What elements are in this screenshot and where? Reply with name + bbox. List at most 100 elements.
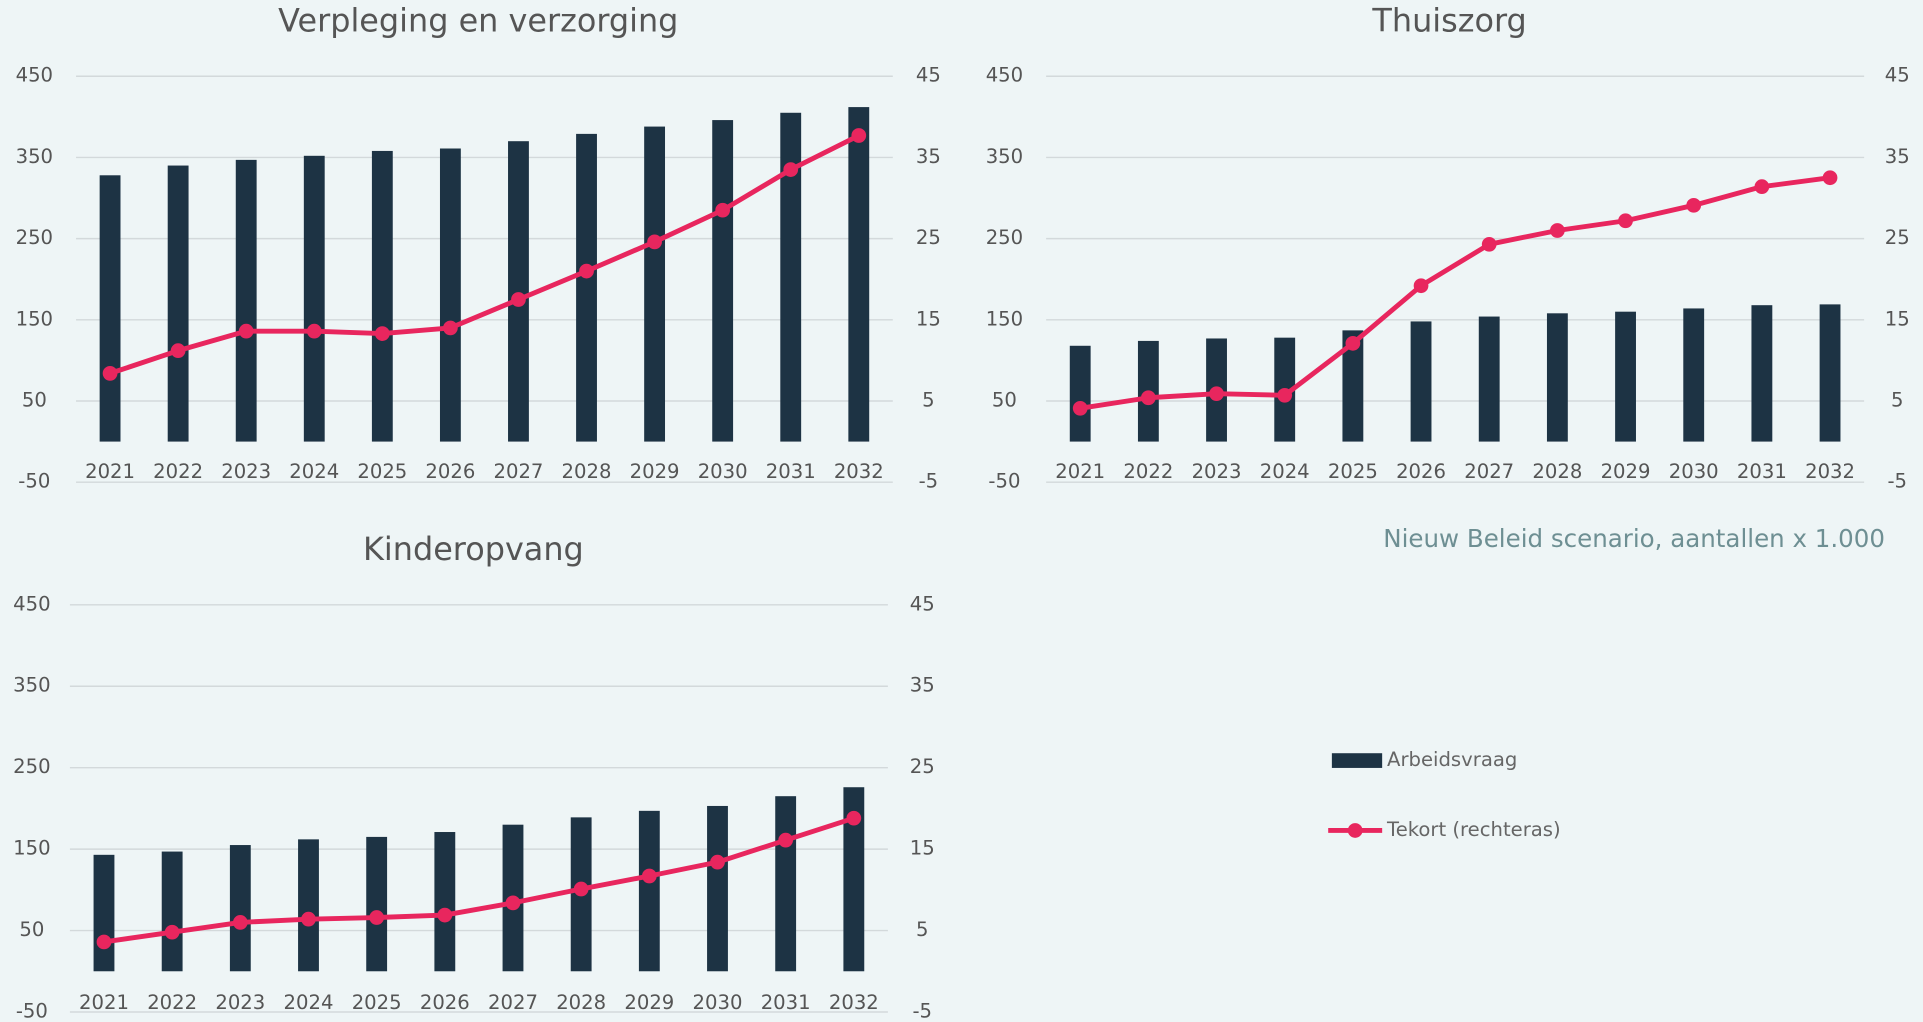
y-tick-label: 350 xyxy=(16,145,53,168)
line-point xyxy=(778,832,794,848)
line-point xyxy=(1209,386,1224,402)
line-point xyxy=(1754,179,1770,195)
x-tick-label: 2030 xyxy=(698,460,748,483)
x-tick-label: 2032 xyxy=(1805,460,1855,483)
x-tick-label: 2031 xyxy=(766,460,816,483)
bar xyxy=(434,832,456,972)
bar xyxy=(644,126,666,442)
bar xyxy=(298,839,319,972)
bar xyxy=(1342,330,1364,442)
x-tick-label: 2025 xyxy=(357,460,407,483)
y-tick-label: 50 xyxy=(992,388,1017,411)
bar xyxy=(775,796,797,972)
legend-swatch xyxy=(1347,823,1363,838)
y-tick-label: 250 xyxy=(986,226,1023,249)
x-tick-label: 2028 xyxy=(1532,460,1582,483)
x-tick-label: 2023 xyxy=(1192,460,1242,483)
x-tick-label: 2031 xyxy=(1737,460,1787,483)
line-point xyxy=(443,320,458,336)
bar xyxy=(167,165,189,442)
x-tick-label: 2025 xyxy=(1328,460,1378,483)
x-tick-label: 2029 xyxy=(1601,460,1651,483)
line-point xyxy=(232,915,248,930)
bar xyxy=(439,148,461,442)
line-point xyxy=(102,366,118,381)
x-tick-label: 2030 xyxy=(1669,460,1719,483)
y-tick-label: 450 xyxy=(16,64,53,87)
bar xyxy=(707,805,728,972)
bar xyxy=(1819,304,1841,442)
x-tick-label: 2024 xyxy=(284,991,334,1014)
line-point xyxy=(647,234,662,250)
line-point xyxy=(1822,170,1838,186)
bar xyxy=(303,155,325,442)
y-tick-label: -50 xyxy=(16,999,48,1022)
x-tick-label: 2027 xyxy=(1464,460,1514,483)
line-point xyxy=(1141,390,1156,406)
line-point xyxy=(715,202,731,218)
line-point xyxy=(238,323,254,339)
line-point xyxy=(374,326,390,341)
line-point xyxy=(1686,197,1702,213)
line-point xyxy=(1618,213,1633,229)
y-tick-label: 250 xyxy=(13,755,50,778)
line-point xyxy=(1413,278,1429,294)
line xyxy=(109,133,860,376)
chart-title: Verpleging en verzorging xyxy=(278,1,678,39)
y2-tick-label: 15 xyxy=(1885,307,1910,330)
line-point xyxy=(1072,400,1088,416)
bar xyxy=(638,810,660,972)
line-point xyxy=(437,907,453,923)
x-tick-label: 2021 xyxy=(1055,460,1105,483)
y2-tick-label: 35 xyxy=(1885,145,1910,168)
y2-tick-label: 45 xyxy=(1885,64,1910,87)
line-point xyxy=(851,128,867,143)
y-tick-label: -50 xyxy=(988,470,1020,493)
y2-tick-label: -5 xyxy=(919,470,939,493)
x-tick-label: 2025 xyxy=(352,991,402,1014)
y-tick-label: 150 xyxy=(13,837,50,860)
chart-title: Kinderopvang xyxy=(363,530,584,568)
y-tick-label: 450 xyxy=(13,592,50,615)
line xyxy=(103,815,855,945)
bar xyxy=(780,112,802,442)
line-point xyxy=(301,911,316,927)
bar xyxy=(848,107,870,442)
x-tick-label: 2022 xyxy=(1123,460,1173,483)
line-point xyxy=(1481,236,1497,252)
line-point xyxy=(1277,387,1293,403)
legend-label: Arbeidsvraag xyxy=(1387,748,1517,771)
x-tick-label: 2029 xyxy=(624,991,674,1014)
x-tick-label: 2022 xyxy=(153,460,203,483)
y-tick-label: 350 xyxy=(986,145,1023,168)
line-point xyxy=(511,292,526,307)
x-tick-label: 2028 xyxy=(556,991,606,1014)
y2-tick-label: 5 xyxy=(922,388,934,411)
x-tick-label: 2032 xyxy=(834,460,884,483)
x-tick-label: 2026 xyxy=(1396,460,1446,483)
line-point xyxy=(783,162,799,177)
y-tick-label: 50 xyxy=(22,388,47,411)
chart-title: Thuiszorg xyxy=(1371,1,1526,39)
line-point xyxy=(164,924,180,940)
bar xyxy=(576,133,597,442)
line-point xyxy=(170,343,186,359)
line-point xyxy=(96,934,112,950)
line-point xyxy=(573,881,589,897)
x-tick-label: 2032 xyxy=(829,991,879,1014)
x-tick-label: 2024 xyxy=(1260,460,1310,483)
x-tick-label: 2021 xyxy=(85,460,135,483)
y2-tick-label: 5 xyxy=(1891,388,1903,411)
line xyxy=(1079,175,1831,411)
bar xyxy=(843,787,865,972)
legend-label: Tekort (rechteras) xyxy=(1386,818,1561,841)
bar xyxy=(371,150,393,442)
y2-tick-label: 25 xyxy=(1885,226,1910,249)
y2-tick-label: 15 xyxy=(916,307,941,330)
line-point xyxy=(1550,223,1565,238)
x-tick-label: 2023 xyxy=(221,460,271,483)
line-point xyxy=(579,263,594,279)
y2-tick-label: -5 xyxy=(1887,470,1907,493)
x-tick-label: 2027 xyxy=(494,460,544,483)
